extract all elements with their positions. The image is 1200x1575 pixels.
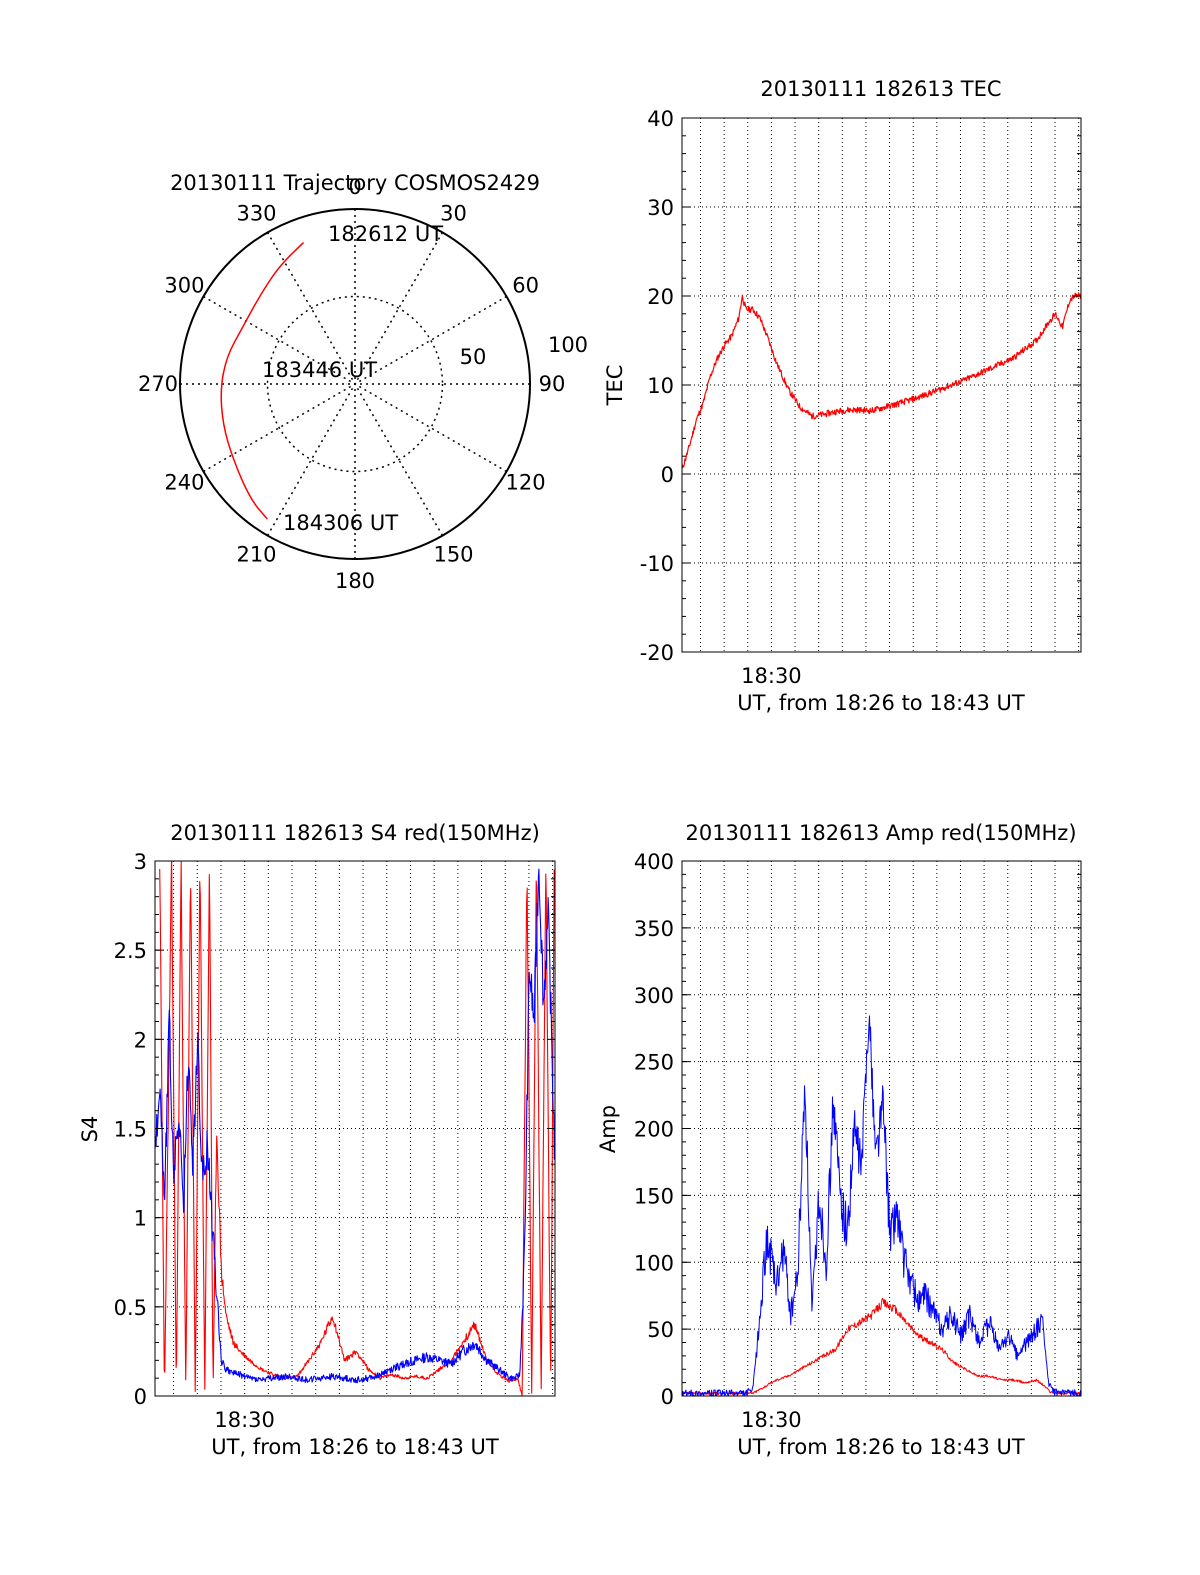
amp-title: 20130111 182613 Amp red(150MHz) [685, 821, 1076, 845]
y-tick-label: 1.5 [114, 1118, 147, 1142]
polar-title: 20130111 Trajectory COSMOS2429 [170, 171, 540, 195]
polar-radius-label: 100 [548, 333, 588, 357]
x-tick-label: 18:30 [741, 1408, 802, 1432]
polar-angle-label: 210 [236, 543, 276, 567]
trajectory-time-label: 183446 UT [262, 358, 377, 382]
y-tick-label: 50 [647, 1318, 674, 1342]
series-line [682, 1015, 1081, 1396]
y-tick-label: 350 [634, 917, 674, 941]
polar-angle-label: 300 [164, 274, 204, 298]
polar-spoke [266, 232, 444, 536]
polar-angle-label: 30 [440, 201, 467, 225]
polar-angle-label: 240 [164, 471, 204, 495]
series-line [682, 1297, 1081, 1395]
y-tick-label: 200 [634, 1118, 674, 1142]
y-tick-label: -10 [640, 552, 674, 576]
polar-inner-ring [266, 295, 444, 473]
y-tick-label: 100 [634, 1251, 674, 1275]
polar-angle-label: 0 [348, 175, 361, 199]
series-line [682, 292, 1081, 469]
y-tick-label: 0 [661, 463, 674, 487]
polar-angle-label: 60 [512, 274, 539, 298]
s4-ylabel: S4 [78, 1116, 102, 1143]
amp-ylabel: Amp [596, 1105, 620, 1153]
tec-chart: 20130111 182613 TEC TEC UT, from 18:26 t… [603, 77, 1082, 715]
series-line [155, 868, 555, 1384]
trajectory-time-label: 182612 UT [328, 222, 443, 246]
y-tick-label: 2.5 [114, 939, 147, 963]
trajectory-time-label: 184306 UT [283, 511, 398, 535]
y-tick-label: 1 [134, 1207, 147, 1231]
tec-ylabel: TEC [603, 365, 627, 407]
amp-chart: 20130111 182613 Amp red(150MHz) Amp UT, … [596, 821, 1082, 1459]
y-tick-label: 30 [647, 196, 674, 220]
polar-radius-label: 50 [460, 345, 487, 369]
polar-angle-label: 180 [335, 569, 375, 593]
y-tick-label: 0.5 [114, 1296, 147, 1320]
polar-angle-label: 270 [138, 372, 178, 396]
polar-angle-label: 330 [236, 201, 276, 225]
x-tick-label: 18:30 [741, 664, 802, 688]
polar-angle-label: 150 [433, 543, 473, 567]
polar-angle-label: 90 [539, 372, 566, 396]
s4-title: 20130111 182613 S4 red(150MHz) [170, 821, 540, 845]
y-tick-label: 10 [647, 374, 674, 398]
y-tick-label: 20 [647, 285, 674, 309]
y-tick-label: 250 [634, 1051, 674, 1075]
tec-xlabel: UT, from 18:26 to 18:43 UT [737, 691, 1025, 715]
polar-trajectory-chart: 20130111 Trajectory COSMOS2429 0 30 60 90 12… [138, 171, 588, 593]
polar-angle-label: 120 [506, 471, 546, 495]
amp-xlabel: UT, from 18:26 to 18:43 UT [737, 1435, 1025, 1459]
y-tick-label: 2 [134, 1028, 147, 1052]
s4-xlabel: UT, from 18:26 to 18:43 UT [211, 1435, 499, 1459]
y-tick-label: 0 [661, 1385, 674, 1409]
s4-chart: 20130111 182613 S4 red(150MHz) S4 UT, fr… [78, 821, 556, 1459]
tec-title: 20130111 182613 TEC [760, 77, 1001, 101]
y-tick-label: 300 [634, 984, 674, 1008]
y-tick-label: 3 [134, 850, 147, 874]
x-tick-label: 18:30 [214, 1408, 275, 1432]
y-tick-label: 40 [647, 107, 674, 131]
y-tick-label: 150 [634, 1184, 674, 1208]
y-tick-label: 400 [634, 850, 674, 874]
y-tick-label: -20 [640, 641, 674, 665]
y-tick-label: 0 [134, 1385, 147, 1409]
trajectory-line [220, 242, 305, 520]
